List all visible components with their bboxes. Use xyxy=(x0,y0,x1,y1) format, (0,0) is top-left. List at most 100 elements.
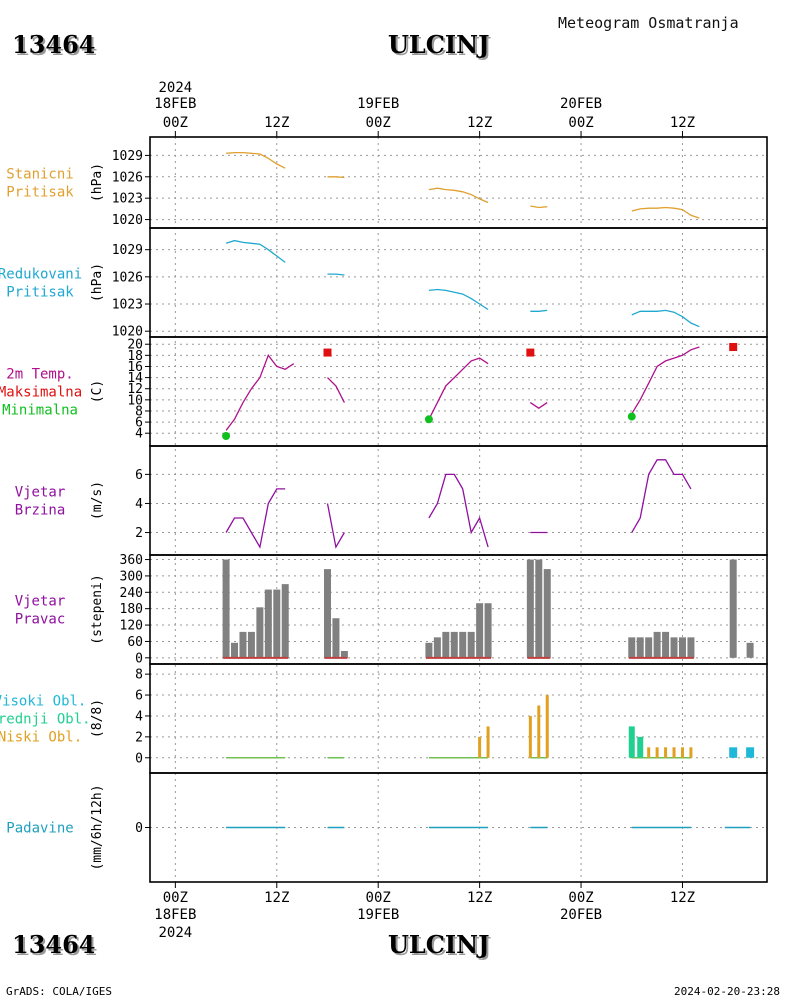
y-axis-label: (mm/6h/12h) xyxy=(90,784,105,870)
tmax-marker xyxy=(526,348,535,357)
y-tick-label: 8 xyxy=(135,668,143,683)
series-line xyxy=(428,473,489,548)
wind-direction-bar xyxy=(628,637,636,658)
wind-direction-bar xyxy=(273,589,281,658)
low-cloud-bar xyxy=(689,747,693,758)
y-tick-label: 20 xyxy=(127,338,143,353)
y-axis-label: (stepeni) xyxy=(90,574,105,644)
wind-direction-bar xyxy=(222,559,230,658)
panel-label: Vjetar xyxy=(15,485,66,501)
panel-precipitation xyxy=(145,772,768,883)
series-line xyxy=(225,488,286,549)
wind-direction-bar xyxy=(323,569,331,658)
low-cloud-bar xyxy=(528,715,532,758)
series-line xyxy=(326,503,345,549)
bottom-date-label: 19FEB xyxy=(357,907,399,923)
wind-direction-bar xyxy=(543,569,551,658)
y-axis-label: (hPa) xyxy=(90,263,105,302)
y-tick-label: 14 xyxy=(127,371,143,386)
low-cloud-bar xyxy=(647,747,651,758)
wind-direction-bar xyxy=(239,631,247,658)
wind-direction-bar xyxy=(484,603,492,658)
series-line xyxy=(428,187,489,204)
wind-direction-bar xyxy=(332,618,340,658)
wind-direction-bar xyxy=(433,637,441,658)
wind-direction-bar xyxy=(231,642,239,658)
low-cloud-bar xyxy=(655,747,659,758)
panel-reduced_pressure xyxy=(145,227,768,338)
wind-direction-bar xyxy=(653,631,661,658)
panel-label: Brzina xyxy=(15,503,66,519)
series-line xyxy=(428,357,489,420)
series-line xyxy=(631,206,700,219)
wind-direction-bar xyxy=(425,642,433,658)
top-date-label: 18FEB xyxy=(154,96,196,112)
y-tick-label: 240 xyxy=(120,586,143,601)
y-tick-label: 0 xyxy=(135,651,143,666)
wind-direction-bar xyxy=(340,650,348,658)
y-tick-label: 0 xyxy=(135,751,143,766)
y-tick-label: 1020 xyxy=(112,325,143,340)
low-cloud-bar xyxy=(680,747,684,758)
panel-label: Niski Obl. xyxy=(0,730,82,746)
tmin-marker xyxy=(222,431,231,440)
panel-label: Vjetar xyxy=(15,594,66,610)
panel-label: Redukovani xyxy=(0,267,82,283)
y-tick-label: 18 xyxy=(127,349,143,364)
y-tick-label: 0 xyxy=(135,821,143,836)
panel-label: Visoki Obl. xyxy=(0,694,86,710)
y-tick-label: 4 xyxy=(135,709,143,724)
y-tick-label: 180 xyxy=(120,602,143,617)
series-line xyxy=(530,205,548,209)
series-line xyxy=(225,353,295,431)
y-axis-label: (hPa) xyxy=(90,163,105,202)
panel-label: Pravac xyxy=(15,612,66,628)
tmax-marker xyxy=(323,348,332,357)
panel-label: Minimalna xyxy=(2,403,78,419)
low-cloud-bar xyxy=(545,695,549,758)
panel-temperature xyxy=(145,336,768,447)
series-line xyxy=(529,402,548,409)
page-title: Meteogram Osmatranja xyxy=(558,14,739,32)
top-hour-label: 12Z xyxy=(264,115,289,131)
panel-label: Pritisak xyxy=(6,285,74,301)
panel-label: Srednji Obl. xyxy=(0,712,91,728)
panel-label: Padavine xyxy=(6,821,73,837)
y-tick-label: 2 xyxy=(135,730,143,745)
panel-frame xyxy=(149,445,768,556)
low-cloud-bar xyxy=(672,747,676,758)
y-tick-label: 4 xyxy=(135,427,143,442)
series-line xyxy=(428,288,489,311)
top-hour-label: 12Z xyxy=(670,115,695,131)
top-hour-label: 12Z xyxy=(467,115,492,131)
mid-cloud-bar xyxy=(628,726,635,758)
top-year-label: 2024 xyxy=(158,80,192,96)
panel-label: 2m Temp. xyxy=(6,367,73,383)
top-hour-label: 00Z xyxy=(163,115,188,131)
series-line xyxy=(631,459,692,533)
panel-frame xyxy=(149,227,768,338)
y-axis-label: (C) xyxy=(90,380,105,403)
bottom-hour-label: 00Z xyxy=(568,890,593,906)
y-tick-label: 60 xyxy=(127,635,143,650)
bottom-hour-label: 12Z xyxy=(264,890,289,906)
panel-clouds xyxy=(145,663,768,774)
wind-direction-bar xyxy=(264,589,272,658)
city-title-top: ULCINJ xyxy=(388,30,490,59)
y-tick-label: 2 xyxy=(135,526,143,541)
high-cloud-bar xyxy=(729,747,738,758)
bottom-hour-label: 00Z xyxy=(163,890,188,906)
panel-label: Maksimalna xyxy=(0,385,82,401)
panel-wind_speed xyxy=(145,445,768,556)
y-tick-label: 1023 xyxy=(112,192,143,207)
tmin-marker xyxy=(424,415,433,424)
source-credit: GrADS: COLA/IGES xyxy=(6,985,112,998)
low-cloud-bar xyxy=(664,747,668,758)
wind-direction-bar xyxy=(450,631,458,658)
wind-direction-bar xyxy=(535,559,543,658)
wind-direction-bar xyxy=(687,637,695,658)
bottom-year-label: 2024 xyxy=(158,925,192,941)
low-cloud-bar xyxy=(537,705,541,758)
y-tick-label: 300 xyxy=(120,569,143,584)
panel-label: Pritisak xyxy=(6,185,74,201)
